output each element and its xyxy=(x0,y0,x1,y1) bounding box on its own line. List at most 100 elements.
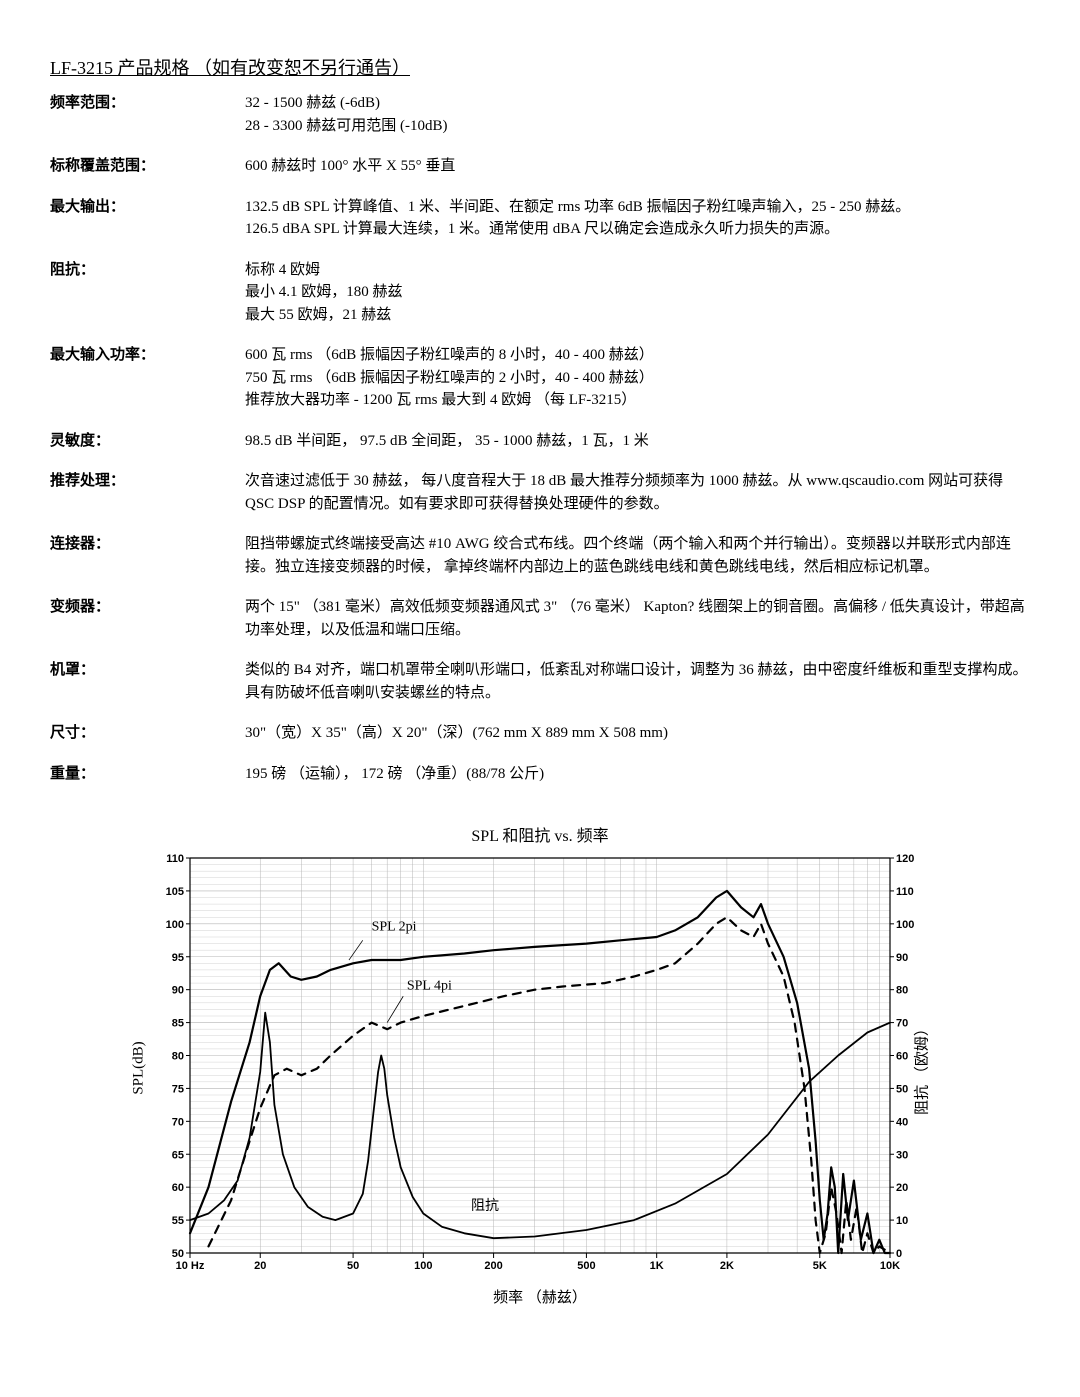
spec-label: 连接器： xyxy=(50,533,245,578)
svg-text:55: 55 xyxy=(172,1215,184,1227)
svg-text:40: 40 xyxy=(896,1116,908,1128)
spec-label: 重量： xyxy=(50,763,245,786)
spec-value-line: 600 瓦 rms （6dB 振幅因子粉红噪声的 8 小时，40 - 400 赫… xyxy=(245,344,1030,367)
spec-label: 尺寸： xyxy=(50,722,245,745)
spec-value-line: 195 磅 （运输）， 172 磅 （净重）(88/78 公斤) xyxy=(245,763,1030,786)
spec-row: 推荐处理：次音速过滤低于 30 赫兹， 每八度音程大于 18 dB 最大推荐分频… xyxy=(50,470,1030,515)
svg-text:10: 10 xyxy=(896,1215,908,1227)
spec-value: 阻挡带螺旋式终端接受高达 #10 AWG 绞合式布线。四个终端（两个输入和两个并… xyxy=(245,533,1030,578)
svg-text:100: 100 xyxy=(896,919,914,931)
svg-text:90: 90 xyxy=(172,985,184,997)
svg-text:50: 50 xyxy=(172,1248,184,1260)
svg-text:65: 65 xyxy=(172,1149,184,1161)
spec-value: 600 瓦 rms （6dB 振幅因子粉红噪声的 8 小时，40 - 400 赫… xyxy=(245,344,1030,412)
spec-value-line: 阻挡带螺旋式终端接受高达 #10 AWG 绞合式布线。四个终端（两个输入和两个并… xyxy=(245,533,1030,578)
svg-text:50: 50 xyxy=(347,1260,359,1272)
spec-value: 两个 15" （381 毫米）高效低频变频器通风式 3" （76 毫米） Kap… xyxy=(245,596,1030,641)
svg-text:110: 110 xyxy=(896,886,914,898)
spec-label: 机罩： xyxy=(50,659,245,704)
svg-text:100: 100 xyxy=(166,919,184,931)
svg-text:110: 110 xyxy=(166,853,184,865)
spec-row: 最大输出：132.5 dB SPL 计算峰值、1 米、半间距、在额定 rms 功… xyxy=(50,196,1030,241)
svg-text:60: 60 xyxy=(896,1051,908,1063)
spec-value-line: 750 瓦 rms （6dB 振幅因子粉红噪声的 2 小时，40 - 400 赫… xyxy=(245,367,1030,390)
spec-value: 98.5 dB 半间距， 97.5 dB 全间距， 35 - 1000 赫兹，1… xyxy=(245,430,1030,453)
chart-container: SPL 和阻抗 vs. 频率 SPL(dB) 阻抗 （欧姆） 10 Hz2050… xyxy=(140,825,940,1310)
spec-value: 32 - 1500 赫兹 (-6dB)28 - 3300 赫兹可用范围 (-10… xyxy=(245,92,1030,137)
spec-value-line: 600 赫兹时 100° 水平 X 55° 垂直 xyxy=(245,155,1030,178)
spec-value-line: 32 - 1500 赫兹 (-6dB) xyxy=(245,92,1030,115)
spec-label: 灵敏度： xyxy=(50,430,245,453)
svg-text:0: 0 xyxy=(896,1248,902,1260)
spec-row: 最大输入功率：600 瓦 rms （6dB 振幅因子粉红噪声的 8 小时，40 … xyxy=(50,344,1030,412)
spec-value-line: 30"（宽）X 35"（高）X 20"（深）(762 mm X 889 mm X… xyxy=(245,722,1030,745)
spec-value-line: 推荐放大器功率 - 1200 瓦 rms 最大到 4 欧姆 （每 LF-3215… xyxy=(245,389,1030,412)
spec-label: 变频器： xyxy=(50,596,245,641)
spec-value-line: 标称 4 欧姆 xyxy=(245,259,1030,282)
spec-value-line: 132.5 dB SPL 计算峰值、1 米、半间距、在额定 rms 功率 6dB… xyxy=(245,196,1030,219)
spec-label: 标称覆盖范围： xyxy=(50,155,245,178)
y-axis-right-label: 阻抗 （欧姆） xyxy=(912,1021,935,1115)
spec-row: 灵敏度：98.5 dB 半间距， 97.5 dB 全间距， 35 - 1000 … xyxy=(50,430,1030,453)
spec-value: 类似的 B4 对齐，端口机罩带全喇叭形端口，低紊乱对称端口设计，调整为 36 赫… xyxy=(245,659,1030,704)
spec-value: 次音速过滤低于 30 赫兹， 每八度音程大于 18 dB 最大推荐分频频率为 1… xyxy=(245,470,1030,515)
spec-value-line: 98.5 dB 半间距， 97.5 dB 全间距， 35 - 1000 赫兹，1… xyxy=(245,430,1030,453)
svg-text:100: 100 xyxy=(414,1260,432,1272)
spec-value-line: 次音速过滤低于 30 赫兹， 每八度音程大于 18 dB 最大推荐分频频率为 1… xyxy=(245,470,1030,515)
spec-value: 132.5 dB SPL 计算峰值、1 米、半间距、在额定 rms 功率 6dB… xyxy=(245,196,1030,241)
svg-text:80: 80 xyxy=(172,1051,184,1063)
spec-row: 机罩：类似的 B4 对齐，端口机罩带全喇叭形端口，低紊乱对称端口设计，调整为 3… xyxy=(50,659,1030,704)
spec-label: 阻抗： xyxy=(50,259,245,327)
svg-text:90: 90 xyxy=(896,952,908,964)
svg-text:阻抗: 阻抗 xyxy=(471,1198,499,1214)
svg-text:120: 120 xyxy=(896,853,914,865)
y-axis-left-label: SPL(dB) xyxy=(127,1041,150,1094)
spec-label: 最大输出： xyxy=(50,196,245,241)
svg-text:SPL 4pi: SPL 4pi xyxy=(407,979,452,994)
spec-value: 标称 4 欧姆最小 4.1 欧姆，180 赫兹最大 55 欧姆，21 赫兹 xyxy=(245,259,1030,327)
spec-label: 推荐处理： xyxy=(50,470,245,515)
svg-text:70: 70 xyxy=(896,1018,908,1030)
svg-text:2K: 2K xyxy=(720,1260,734,1272)
spec-value-line: 126.5 dBA SPL 计算最大连续，1 米。通常使用 dBA 尺以确定会造… xyxy=(245,218,1030,241)
spec-value: 600 赫兹时 100° 水平 X 55° 垂直 xyxy=(245,155,1030,178)
svg-text:80: 80 xyxy=(896,985,908,997)
spec-value-line: 类似的 B4 对齐，端口机罩带全喇叭形端口，低紊乱对称端口设计，调整为 36 赫… xyxy=(245,659,1030,704)
page-title: LF-3215 产品规格 （如有改变恕不另行通告） xyxy=(50,55,1030,82)
svg-text:500: 500 xyxy=(577,1260,595,1272)
spec-value: 30"（宽）X 35"（高）X 20"（深）(762 mm X 889 mm X… xyxy=(245,722,1030,745)
spec-value-line: 28 - 3300 赫兹可用范围 (-10dB) xyxy=(245,115,1030,138)
svg-text:50: 50 xyxy=(896,1083,908,1095)
svg-text:1K: 1K xyxy=(650,1260,664,1272)
svg-text:30: 30 xyxy=(896,1149,908,1161)
spec-value-line: 最小 4.1 欧姆，180 赫兹 xyxy=(245,281,1030,304)
svg-text:105: 105 xyxy=(166,886,184,898)
svg-text:20: 20 xyxy=(896,1182,908,1194)
spec-row: 尺寸：30"（宽）X 35"（高）X 20"（深）(762 mm X 889 m… xyxy=(50,722,1030,745)
x-axis-label: 频率 （赫兹） xyxy=(140,1287,940,1310)
svg-text:10 Hz: 10 Hz xyxy=(176,1260,205,1272)
svg-text:10K: 10K xyxy=(880,1260,900,1272)
svg-text:20: 20 xyxy=(254,1260,266,1272)
spec-list: 频率范围：32 - 1500 赫兹 (-6dB)28 - 3300 赫兹可用范围… xyxy=(50,92,1030,785)
svg-text:200: 200 xyxy=(484,1260,502,1272)
svg-text:5K: 5K xyxy=(813,1260,827,1272)
svg-text:85: 85 xyxy=(172,1018,184,1030)
spec-label: 最大输入功率： xyxy=(50,344,245,412)
spec-row: 标称覆盖范围：600 赫兹时 100° 水平 X 55° 垂直 xyxy=(50,155,1030,178)
svg-text:SPL 2pi: SPL 2pi xyxy=(372,919,417,934)
spec-value: 195 磅 （运输）， 172 磅 （净重）(88/78 公斤) xyxy=(245,763,1030,786)
spec-label: 频率范围： xyxy=(50,92,245,137)
spec-value-line: 最大 55 欧姆，21 赫兹 xyxy=(245,304,1030,327)
spec-row: 重量：195 磅 （运输）， 172 磅 （净重）(88/78 公斤) xyxy=(50,763,1030,786)
svg-text:75: 75 xyxy=(172,1083,184,1095)
spec-row: 频率范围：32 - 1500 赫兹 (-6dB)28 - 3300 赫兹可用范围… xyxy=(50,92,1030,137)
spec-value-line: 两个 15" （381 毫米）高效低频变频器通风式 3" （76 毫米） Kap… xyxy=(245,596,1030,641)
spec-row: 连接器：阻挡带螺旋式终端接受高达 #10 AWG 绞合式布线。四个终端（两个输入… xyxy=(50,533,1030,578)
svg-text:95: 95 xyxy=(172,952,184,964)
spl-impedance-chart: 10 Hz20501002005001K2K5K10K5055606570758… xyxy=(140,853,940,1283)
chart-title: SPL 和阻抗 vs. 频率 xyxy=(140,825,940,849)
spec-row: 变频器：两个 15" （381 毫米）高效低频变频器通风式 3" （76 毫米）… xyxy=(50,596,1030,641)
svg-text:60: 60 xyxy=(172,1182,184,1194)
svg-text:70: 70 xyxy=(172,1116,184,1128)
